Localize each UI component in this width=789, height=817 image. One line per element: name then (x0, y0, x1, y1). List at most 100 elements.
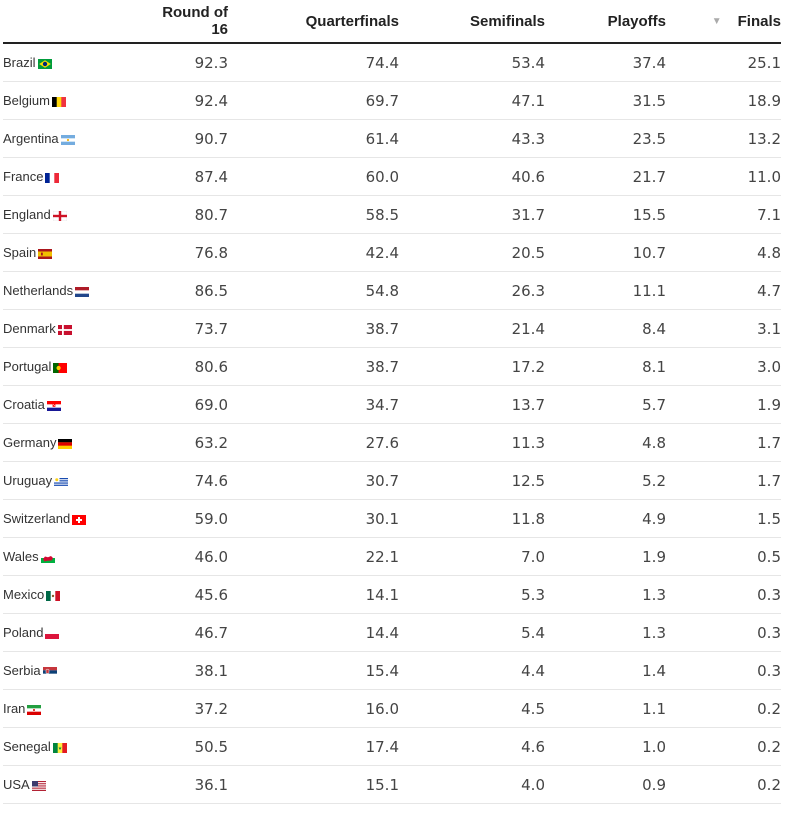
team-cell: Croatia (3, 385, 153, 424)
poland-flag-icon (45, 628, 60, 639)
header-row: Round of 16 Quarterfinals Semifinals Pla… (3, 0, 781, 44)
team-cell: Spain (3, 233, 153, 272)
team-cell: Uruguay (3, 461, 153, 500)
round-of-16-cell: 86.5 (153, 271, 228, 310)
round-of-16-cell: 87.4 (153, 157, 228, 196)
team-cell: Iran (3, 689, 153, 728)
round-of-16-cell: 59.0 (153, 499, 228, 538)
finals-cell: 18.9 (666, 81, 781, 120)
probability-table: Round of 16 Quarterfinals Semifinals Pla… (3, 0, 781, 804)
semifinals-cell: 53.4 (399, 43, 545, 82)
playoffs-header[interactable]: Playoffs (545, 0, 666, 44)
usa-flag-icon (31, 780, 46, 791)
quarterfinals-cell: 38.7 (228, 309, 399, 348)
playoffs-cell: 5.2 (545, 461, 666, 500)
finals-cell: 0.2 (666, 765, 781, 804)
round-of-16-cell: 92.4 (153, 81, 228, 120)
playoffs-cell: 8.4 (545, 309, 666, 348)
playoffs-cell: 1.3 (545, 613, 666, 652)
table-row: Senegal 50.5 17.4 4.6 1.0 0.2 (3, 727, 781, 766)
team-name: England (3, 207, 51, 222)
finals-header[interactable]: ▼ Finals (666, 0, 781, 44)
team-name: Poland (3, 625, 44, 640)
denmark-flag-icon (57, 324, 72, 335)
playoffs-cell: 10.7 (545, 233, 666, 272)
playoffs-cell: 23.5 (545, 119, 666, 158)
team-cell: Poland (3, 613, 153, 652)
semifinals-cell: 20.5 (399, 233, 545, 272)
quarterfinals-cell: 22.1 (228, 537, 399, 576)
semifinals-cell: 47.1 (399, 81, 545, 120)
table-row: England 80.7 58.5 31.7 15.5 7.1 (3, 195, 781, 234)
quarterfinals-cell: 15.1 (228, 765, 399, 804)
round-of-16-cell: 45.6 (153, 575, 228, 614)
team-cell: England (3, 195, 153, 234)
team-cell: Brazil (3, 43, 153, 82)
team-cell: Belgium (3, 81, 153, 120)
playoffs-cell: 1.3 (545, 575, 666, 614)
finals-cell: 0.5 (666, 537, 781, 576)
semifinals-cell: 5.3 (399, 575, 545, 614)
round-of-16-cell: 38.1 (153, 651, 228, 690)
table-body: Brazil 92.3 74.4 53.4 37.4 25.1 Belgium 92.4 69.… (3, 43, 781, 804)
quarterfinals-cell: 61.4 (228, 119, 399, 158)
playoffs-cell: 1.1 (545, 689, 666, 728)
quarterfinals-cell: 34.7 (228, 385, 399, 424)
finals-cell: 4.7 (666, 271, 781, 310)
team-name: Netherlands (3, 283, 74, 298)
finals-cell: 0.3 (666, 613, 781, 652)
playoffs-cell: 1.4 (545, 651, 666, 690)
table-row: Brazil 92.3 74.4 53.4 37.4 25.1 (3, 43, 781, 82)
playoffs-cell: 1.0 (545, 727, 666, 766)
quarterfinals-header[interactable]: Quarterfinals (228, 0, 399, 44)
finals-cell: 1.7 (666, 423, 781, 462)
team-name: Germany (3, 435, 57, 450)
team-cell: Mexico (3, 575, 153, 614)
semifinals-cell: 11.8 (399, 499, 545, 538)
team-name: Denmark (3, 321, 56, 336)
finals-cell: 1.7 (666, 461, 781, 500)
finals-cell: 0.2 (666, 689, 781, 728)
team-name: Argentina (3, 131, 59, 146)
table-row: Wales 46.0 22.1 7.0 1.9 0.5 (3, 537, 781, 576)
team-name: France (3, 169, 44, 184)
team-cell: France (3, 157, 153, 196)
semifinals-header[interactable]: Semifinals (399, 0, 545, 44)
spain-flag-icon (38, 248, 53, 259)
round-of-16-cell: 76.8 (153, 233, 228, 272)
team-name: Iran (3, 701, 26, 716)
serbia-flag-icon (42, 666, 57, 677)
round-of-16-cell: 63.2 (153, 423, 228, 462)
uruguay-flag-icon (54, 476, 69, 487)
team-name: Brazil (3, 55, 36, 70)
playoffs-cell: 31.5 (545, 81, 666, 120)
quarterfinals-cell: 30.7 (228, 461, 399, 500)
table-row: USA 36.1 15.1 4.0 0.9 0.2 (3, 765, 781, 804)
finals-cell: 1.9 (666, 385, 781, 424)
round-of-16-cell: 50.5 (153, 727, 228, 766)
round-of-16-cell: 74.6 (153, 461, 228, 500)
table-row: Croatia 69.0 34.7 13.7 5.7 1.9 (3, 385, 781, 424)
finals-cell: 0.3 (666, 651, 781, 690)
team-cell: Portugal (3, 347, 153, 386)
round-of-16-cell: 37.2 (153, 689, 228, 728)
team-cell: Netherlands (3, 271, 153, 310)
switzerland-flag-icon (72, 514, 87, 525)
table-row: Denmark 73.7 38.7 21.4 8.4 3.1 (3, 309, 781, 348)
playoffs-cell: 4.8 (545, 423, 666, 462)
table-row: Argentina 90.7 61.4 43.3 23.5 13.2 (3, 119, 781, 158)
playoffs-cell: 37.4 (545, 43, 666, 82)
team-name: Spain (3, 245, 37, 260)
playoffs-cell: 8.1 (545, 347, 666, 386)
semifinals-cell: 4.4 (399, 651, 545, 690)
portugal-flag-icon (53, 362, 68, 373)
round-of-16-cell: 80.6 (153, 347, 228, 386)
round-of-16-header[interactable]: Round of 16 (153, 0, 228, 44)
quarterfinals-cell: 14.4 (228, 613, 399, 652)
wales-flag-icon (40, 552, 55, 563)
table-row: Spain 76.8 42.4 20.5 10.7 4.8 (3, 233, 781, 272)
semifinals-cell: 4.6 (399, 727, 545, 766)
semifinals-cell: 26.3 (399, 271, 545, 310)
semifinals-cell: 4.0 (399, 765, 545, 804)
